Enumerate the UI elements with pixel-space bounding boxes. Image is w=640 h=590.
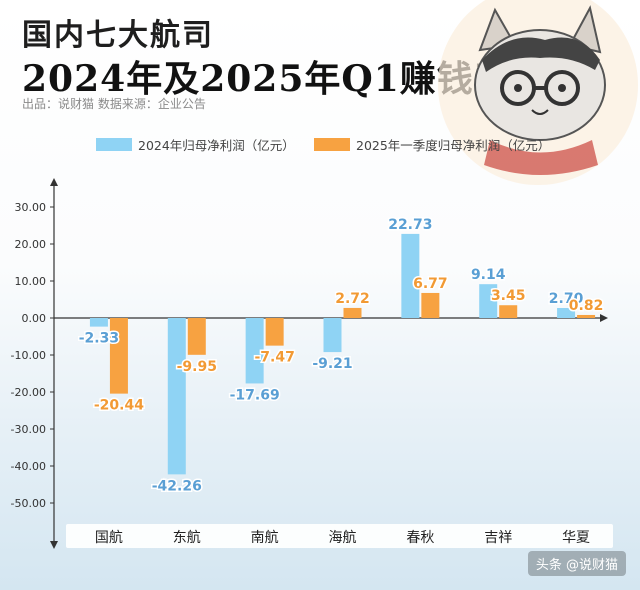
category-label-5: 吉祥 (484, 530, 512, 546)
y-tick-label: 30.00 (15, 201, 47, 214)
watermark: 头条 @说财猫 (527, 551, 626, 576)
value-label-2024-3: -9.21 (312, 356, 352, 372)
bar-2024-0 (89, 318, 108, 327)
value-label-2024-6: 2.70 (549, 291, 584, 307)
y-tick-label: 20.00 (15, 238, 47, 251)
category-strip (66, 524, 613, 548)
value-label-2024-0: -2.33 (79, 331, 119, 347)
x-axis-categories: 国航 东航 南航 海航 春秋 吉祥 华夏 (66, 524, 613, 548)
y-tick-label: -20.00 (11, 386, 46, 399)
category-label-1: 东航 (173, 530, 201, 546)
bar-2024-3 (323, 318, 342, 353)
bar-2024-4 (401, 233, 420, 318)
value-label-2024-1: -42.26 (152, 478, 202, 494)
bar-2024-5 (479, 284, 498, 318)
value-label-2025q1-5: 3.45 (491, 288, 526, 304)
bar-2024-2 (245, 318, 264, 384)
legend-swatch-0 (96, 138, 132, 151)
value-labels: -2.33 -42.26 -17.69 -9.21 22.73 9.14 2.70 -20.4… (77, 215, 605, 495)
legend-label-0: 2024年归母净利润（亿元） (138, 138, 295, 153)
y-tick-label: -10.00 (11, 349, 46, 362)
category-label-2: 南航 (251, 530, 279, 546)
value-label-2024-5: 9.14 (471, 267, 506, 283)
value-label-2025q1-2: -7.47 (254, 350, 294, 366)
cat-mascot-illustration (438, 0, 638, 185)
y-tick-label: 10.00 (15, 275, 47, 288)
value-label-2025q1-0: -20.44 (94, 398, 144, 414)
bar-2025q1-1 (187, 318, 206, 355)
legend: 2024年归母净利润（亿元） 2025年一季度归母净利润（亿元） (96, 138, 550, 153)
bar-2025q1-2 (265, 318, 284, 346)
y-axis: 30.00 20.00 10.00 0.00 -10.00 -20.00 -30.00 -40… (11, 178, 608, 549)
legend-label-1: 2025年一季度归母净利润（亿元） (356, 138, 550, 153)
bar-2025q1-0 (109, 318, 128, 394)
bar-2025q1-4 (421, 292, 440, 318)
x-axis-arrow (600, 314, 608, 322)
value-label-2025q1-6: 0.82 (569, 298, 604, 314)
y-tick-label: 0.00 (22, 312, 47, 325)
y-tick-label: -50.00 (11, 497, 46, 510)
legend-swatch-1 (314, 138, 350, 151)
y-axis-arrow-up (50, 178, 58, 186)
source-note: 出品：说财猫 数据来源：企业公告 (22, 97, 206, 111)
y-tick-label: -30.00 (11, 423, 46, 436)
y-tick-label: -40.00 (11, 460, 46, 473)
title-line-1: 国内七大航司 (22, 18, 214, 53)
category-label-3: 海航 (329, 530, 357, 546)
value-label-2025q1-3: 2.72 (335, 291, 370, 307)
category-label-0: 国航 (95, 530, 123, 546)
value-label-2025q1-4: 6.77 (413, 276, 448, 292)
bar-2025q1-3 (343, 307, 362, 318)
bar-2024-1 (167, 318, 186, 475)
bar-2024-6 (557, 308, 576, 318)
value-label-2024-2: -17.69 (230, 387, 280, 403)
category-label-6: 华夏 (562, 530, 590, 546)
bar-2025q1-6 (577, 314, 596, 318)
bar-2025q1-5 (499, 305, 518, 318)
value-label-2024-4: 22.73 (388, 217, 432, 233)
value-label-2025q1-1: -9.95 (177, 359, 217, 375)
y-axis-arrow-down (50, 541, 58, 549)
bars-group (89, 233, 596, 475)
category-label-4: 春秋 (406, 530, 434, 546)
